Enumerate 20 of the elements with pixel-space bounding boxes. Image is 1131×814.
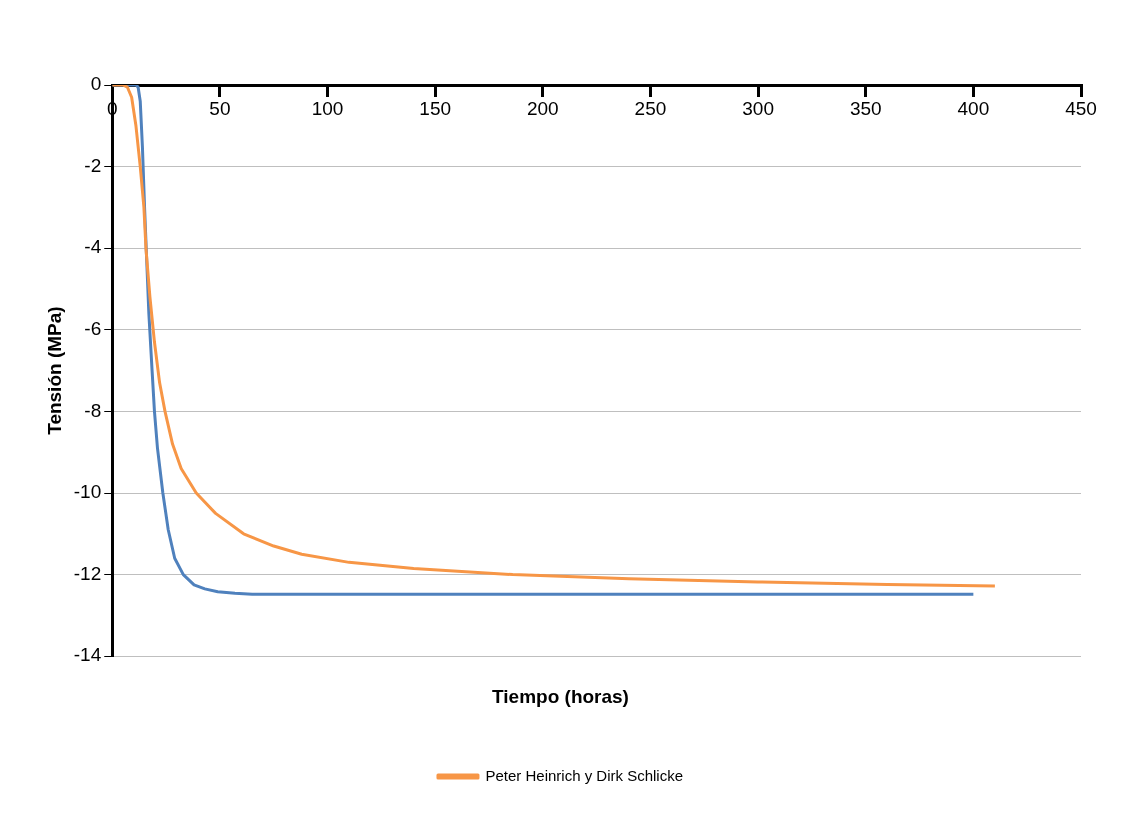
x-tick-label: 300 — [742, 97, 774, 119]
y-tick-label: -6 — [84, 318, 102, 340]
y-axis-title: Tensión (MPa) — [43, 306, 65, 435]
x-tick-label: 200 — [526, 97, 559, 119]
y-tick-label: -8 — [84, 399, 102, 421]
y-tick-label: -12 — [73, 562, 102, 584]
x-tick-label: 350 — [849, 97, 882, 119]
x-tick-label: 150 — [419, 97, 452, 119]
x-tick-label: 450 — [1065, 97, 1097, 119]
x-tick-label: 400 — [957, 97, 990, 119]
x-axis-title: Tiempo (horas) — [492, 685, 629, 707]
x-tick-label: 50 — [209, 97, 231, 119]
y-tick-label: 0 — [90, 73, 102, 95]
y-tick-label: -10 — [73, 481, 102, 503]
y-tick-label: -2 — [84, 154, 102, 176]
y-tick-label: -4 — [84, 236, 102, 258]
y-tick-label: -14 — [73, 644, 102, 666]
legend-label: Peter Heinrich y Dirk Schlicke — [485, 766, 684, 784]
x-tick-label: 100 — [311, 97, 344, 119]
x-tick-label: 250 — [634, 97, 667, 119]
